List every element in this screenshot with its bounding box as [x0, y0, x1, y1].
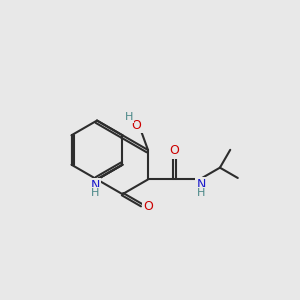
Text: H: H [91, 188, 100, 198]
Text: O: O [143, 200, 153, 213]
Text: H: H [197, 188, 205, 198]
Text: O: O [169, 144, 179, 158]
Text: O: O [132, 119, 142, 132]
Text: N: N [91, 179, 100, 192]
Text: H: H [124, 112, 133, 122]
Text: N: N [196, 178, 206, 191]
